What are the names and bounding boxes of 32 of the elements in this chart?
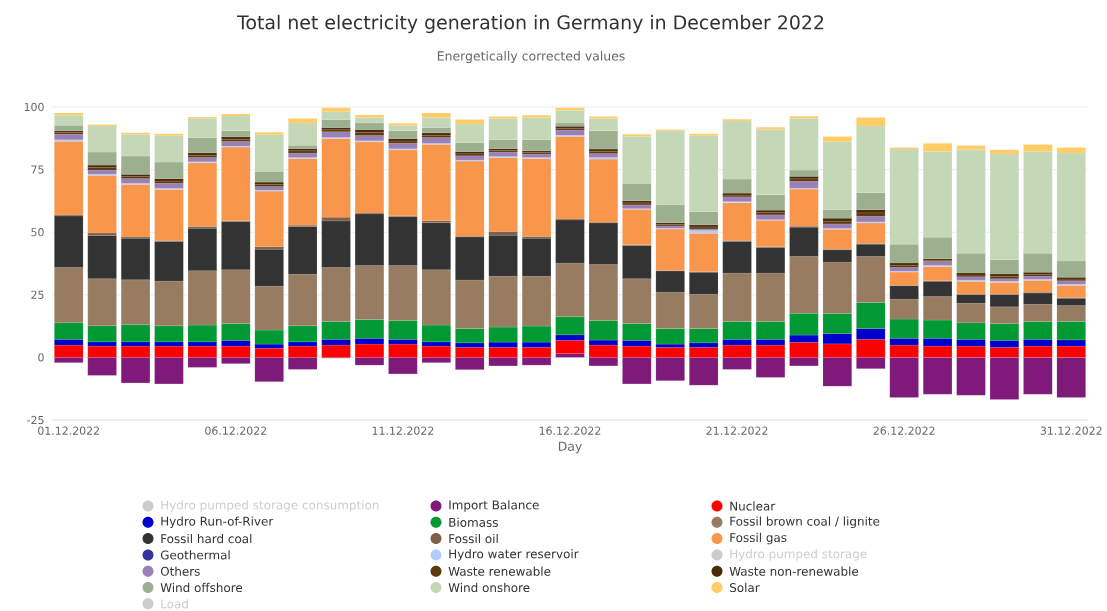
y-tick-label: -25 [27,415,44,425]
legend-label: Wind offshore [160,582,243,593]
x-tick-label: 06.12.2022 [205,426,267,435]
y-tick-label: 25 [31,290,44,299]
y-tick-label: 0 [38,353,44,362]
legend-label: Waste renewable [448,566,551,576]
legend-label: Fossil gas [730,532,787,545]
legend-label: Import Balance [449,500,539,512]
y-tick-label: 75 [31,165,44,174]
legend-label: Fossil oil [449,533,498,544]
legend-label: Geothermal [160,550,230,560]
x-tick-label: 11.12.2022 [372,426,434,435]
chart-title: Total net electricity generation in Germany in December 2022 [236,14,824,34]
legend-label: Solar [729,582,760,593]
legend-label: Fossil hard coal [161,533,252,544]
x-axis-title: Day [558,441,582,454]
legend-label: Nuclear [730,501,776,511]
x-tick-label: 31.12.2022 [1040,426,1102,435]
legend-label: Others [160,566,200,576]
x-tick-label: 26.12.2022 [873,426,935,435]
x-tick-label: 16.12.2022 [539,426,601,435]
x-tick-label: 21.12.2022 [706,426,768,435]
y-tick-label: 100 [24,102,44,112]
legend-label: Waste non-renewable [729,566,859,576]
legend-label: Hydro water reservoir [449,549,579,561]
legend-label: Hydro Run-of-River [161,516,274,529]
y-tick-label: 50 [31,228,44,237]
legend-label: Wind onshore [448,582,530,593]
legend-label: Fossil brown coal / lignite [730,516,880,529]
x-tick-label: 01.12.2022 [38,426,99,435]
legend-label: Biomass [449,517,498,527]
chart-subtitle: Energetically corrected values [437,50,625,64]
